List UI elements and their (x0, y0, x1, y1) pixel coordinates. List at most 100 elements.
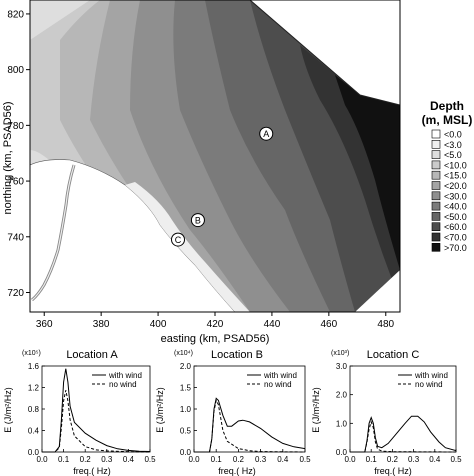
y-tick-label: 0.0 (180, 448, 192, 457)
x-tick-label: 0.0 (36, 455, 48, 464)
x-tick-label: 0.4 (429, 455, 441, 464)
legend-swatch (431, 191, 441, 201)
y-tick-label: 3.0 (336, 362, 348, 371)
map-x-tick-label: 360 (36, 319, 53, 330)
panel-a-x-label: freq.( Hz) (73, 466, 111, 476)
panel-b-title: Location B (211, 349, 263, 361)
legend-entry: with wind (108, 371, 142, 380)
y-tick-label: 1.6 (28, 362, 40, 371)
depth-legend: Depth (m, MSL) <0.0<3.0<5.0<10.0<15.0<20… (422, 99, 473, 253)
x-tick-label: 0.5 (299, 455, 311, 464)
x-tick-label: 0.5 (450, 455, 462, 464)
panel-b-x-label: freq.( Hz) (218, 466, 256, 476)
legend-swatch (431, 140, 441, 149)
location-marker-c (171, 232, 185, 247)
map-x-tick-label: 460 (321, 319, 338, 330)
spectrum-location-a: Location A (x10⁵) E (J/m²/Hz) freq.( Hz)… (3, 349, 156, 476)
legend-swatch (431, 232, 441, 242)
y-tick-label: 0.0 (28, 448, 40, 457)
legend-entry: no wind (264, 380, 292, 389)
legend-swatch (431, 170, 441, 180)
legend-label: <10.0 (444, 160, 467, 170)
legend-swatch (431, 201, 441, 211)
x-tick-label: 0.0 (188, 455, 200, 464)
legend-items: <0.0<3.0<5.0<10.0<15.0<20.0<30.0<40.0<50… (431, 129, 467, 253)
map-nearshore (125, 182, 250, 312)
x-tick-label: 0.2 (80, 455, 92, 464)
map-y-tick-label: 720 (7, 288, 24, 299)
map-band-deep (335, 75, 400, 270)
legend-label: <20.0 (444, 181, 467, 191)
legend-label: <3.0 (444, 140, 462, 150)
y-tick-label: 1.0 (336, 419, 348, 428)
location-marker-label: A (263, 129, 269, 139)
x-tick-label: 0.3 (101, 455, 113, 464)
x-tick-label: 0.1 (366, 455, 378, 464)
map-y-tick-label: 820 (7, 9, 24, 20)
x-tick-label: 0.2 (387, 455, 399, 464)
y-tick-label: 0.0 (336, 448, 348, 457)
x-tick-label: 0.3 (255, 455, 267, 464)
legend-entry: with wind (414, 371, 448, 380)
legend-label: <60.0 (444, 222, 467, 232)
map-y-axis: 720 740 760 780 800 820 (7, 9, 30, 299)
panel-c-title: Location C (367, 349, 420, 361)
map-domain-boundary (249, 0, 400, 106)
series-no-wind (194, 398, 306, 453)
legend-swatch (431, 150, 441, 159)
map-x-tick-label: 400 (150, 319, 167, 330)
map-x-tick-label: 420 (207, 319, 224, 330)
map-band-60 (250, 0, 400, 312)
y-tick-label: 1.2 (28, 384, 40, 393)
legend-label: <50.0 (444, 212, 467, 222)
legend-title-line2: (m, MSL) (422, 113, 473, 127)
legend-swatch (431, 222, 441, 231)
y-tick-label: 0.4 (28, 427, 40, 436)
legend-label: <70.0 (444, 233, 467, 243)
x-tick-label: 0.0 (344, 455, 356, 464)
panel-frame (349, 365, 457, 453)
legend-label: <15.0 (444, 171, 467, 181)
map-out-of-domain (250, 0, 400, 105)
spectrum-location-b: Location B (x10⁴) E (J/m²/Hz) freq.( Hz)… (155, 349, 311, 476)
series-with-wind (194, 397, 306, 453)
series-no-wind (350, 420, 457, 453)
x-tick-label: 0.3 (408, 455, 420, 464)
panel-a-y-label: E (J/m²/Hz) (3, 387, 13, 433)
map-x-tick-label: 480 (377, 319, 394, 330)
map-x-tick-label: 440 (264, 319, 281, 330)
legend-label: <5.0 (444, 150, 462, 160)
location-marker-label: C (175, 235, 182, 245)
legend-swatch (431, 181, 441, 190)
bathymetry-map: A B C 360 380 400 420 440 460 480 720 740 760 780 80… (2, 0, 472, 345)
map-y-axis-label: northing (km, PSAD56) (2, 101, 14, 214)
location-markers: A B C (171, 126, 274, 247)
legend-swatch (431, 129, 441, 139)
legend-title-line1: Depth (430, 99, 464, 113)
panel-b-multiplier: (x10⁴) (174, 350, 193, 357)
x-tick-label: 0.4 (123, 455, 135, 464)
location-marker-b (190, 213, 205, 228)
x-tick-label: 0.2 (233, 455, 245, 464)
panel-b-y-label: E (J/m²/Hz) (155, 387, 165, 433)
legend-label: <0.0 (444, 130, 462, 140)
series-no-wind (42, 390, 151, 453)
location-marker-label: B (195, 216, 201, 226)
x-tick-label: 0.1 (58, 455, 70, 464)
x-tick-label: 0.1 (211, 455, 223, 464)
legend-entry: with wind (263, 371, 297, 380)
map-out-of-domain-se (355, 270, 400, 312)
y-tick-label: 2.0 (180, 362, 192, 371)
legend-swatch (431, 243, 441, 252)
panel-a-title: Location A (66, 349, 118, 361)
y-tick-label: 1.5 (180, 384, 192, 393)
map-x-tick-label: 380 (93, 319, 110, 330)
map-x-axis: 360 380 400 420 440 460 480 (36, 312, 395, 330)
series-with-wind (42, 368, 151, 453)
x-tick-label: 0.4 (277, 455, 289, 464)
legend-label: <40.0 (444, 202, 467, 212)
y-tick-label: 2.0 (336, 391, 348, 400)
legend-label: <30.0 (444, 191, 467, 201)
legend-entry: no wind (415, 380, 443, 389)
